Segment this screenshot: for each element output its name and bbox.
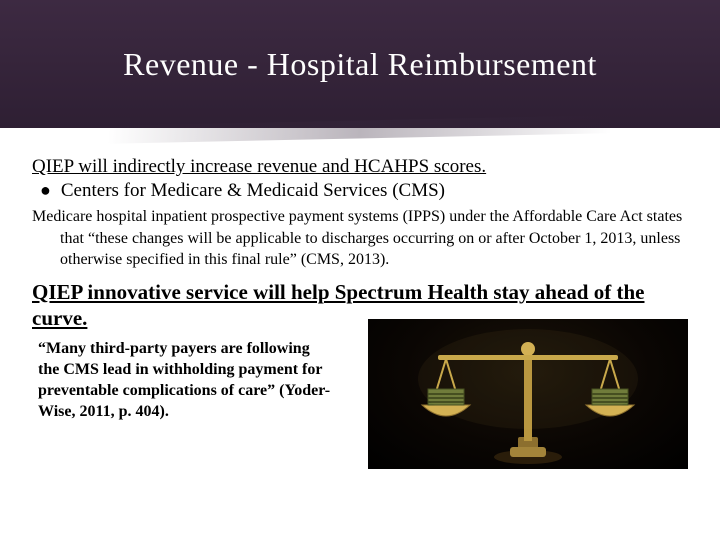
- slide-title: Revenue - Hospital Reimbursement: [123, 46, 597, 83]
- bullet-text: Centers for Medicare & Medicaid Services…: [61, 180, 445, 202]
- scales-icon: [368, 319, 688, 469]
- heading-1: QIEP will indirectly increase revenue an…: [32, 156, 688, 178]
- paragraph-1: Medicare hospital inpatient prospective …: [32, 206, 688, 271]
- bullet-item: ● Centers for Medicare & Medicaid Servic…: [40, 180, 688, 202]
- content-area: QIEP will indirectly increase revenue an…: [0, 128, 720, 469]
- title-band: Revenue - Hospital Reimbursement: [0, 0, 720, 128]
- quote-text: “Many third-party payers are following t…: [32, 339, 332, 422]
- scales-of-justice-image: [368, 319, 688, 469]
- bullet-dot-icon: ●: [40, 181, 51, 199]
- bottom-row: “Many third-party payers are following t…: [32, 339, 688, 469]
